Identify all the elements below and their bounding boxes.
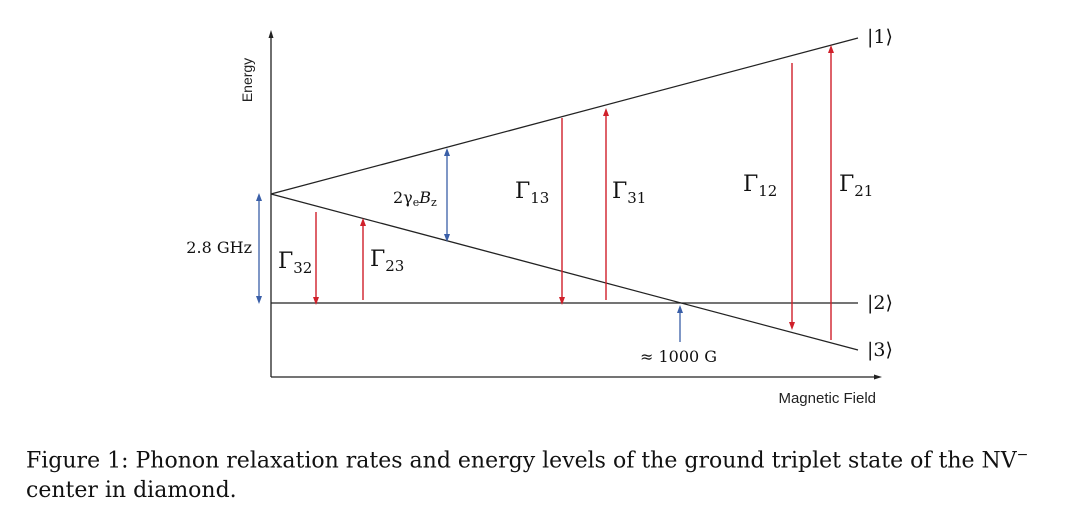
state-3-label: |3⟩ — [867, 339, 893, 361]
caption-line-2: center in diamond. — [26, 478, 237, 504]
gamma-23-label: Γ23 — [370, 247, 404, 275]
gamma-12-label: Γ12 — [743, 172, 777, 200]
y-axis-label: Energy — [239, 58, 255, 102]
caption-superscript: − — [1016, 447, 1029, 463]
gamma-13-label: Γ13 — [515, 179, 549, 207]
caption-line-1: Figure 1: Phonon relaxation rates and en… — [26, 448, 1017, 474]
level-1-line — [270, 37, 859, 195]
crossing-field-label: ≈ 1000 G — [640, 347, 717, 366]
gamma-21-label: Γ21 — [839, 172, 873, 200]
energy-level-diagram: Energy Magnetic Field |1⟩ |2⟩ |3⟩ 2.8 GH… — [186, 26, 893, 407]
zeeman-splitting-label: 2γeBz — [393, 188, 437, 209]
figure-caption: Figure 1: Phonon relaxation rates and en… — [26, 440, 1066, 506]
state-2-label: |2⟩ — [867, 292, 893, 314]
state-1-label: |1⟩ — [867, 26, 893, 48]
level-3-line — [270, 193, 859, 351]
x-axis-label: Magnetic Field — [778, 390, 876, 407]
gamma-31-label: Γ31 — [612, 179, 646, 207]
zero-field-splitting-label: 2.8 GHz — [186, 238, 252, 257]
gamma-32-label: Γ32 — [278, 249, 312, 277]
